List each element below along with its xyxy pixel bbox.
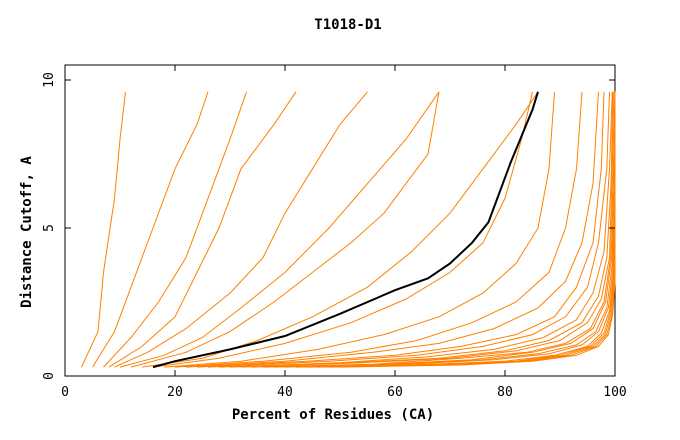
model-curve-22 [295, 91, 616, 368]
model-curve-3 [103, 91, 247, 368]
x-tick-label: 80 [497, 385, 513, 400]
model-curve-17 [240, 91, 615, 368]
model-curve-26 [339, 91, 616, 368]
model-curve-12 [185, 91, 599, 368]
ticks-layer: 0 20 40 60 80 100 0 5 10 [42, 65, 627, 400]
model-curve-11 [174, 91, 583, 368]
y-tick-label: 0 [42, 372, 57, 380]
model-curve-16 [229, 91, 614, 368]
model-curve-24 [317, 91, 616, 368]
model-curve-13 [196, 91, 605, 368]
model-curve-15 [218, 91, 613, 368]
model-curve-4 [108, 91, 297, 368]
model-curve-19 [262, 91, 616, 368]
series-layer [81, 91, 616, 369]
model-curve-10 [163, 91, 555, 368]
model-curve-2 [92, 91, 209, 368]
x-tick-label: 0 [61, 385, 69, 400]
x-tick-label: 100 [603, 385, 626, 400]
x-tick-label: 20 [167, 385, 183, 400]
x-tick-label: 40 [277, 385, 293, 400]
model-curve-9 [152, 91, 533, 368]
x-tick-label: 60 [387, 385, 403, 400]
highlighted-model-curve [152, 91, 539, 369]
chart-title: T1018-D1 [314, 17, 381, 33]
y-tick-label: 10 [42, 72, 57, 88]
model-curve-20 [273, 91, 616, 368]
y-axis-label: Distance Cutoff, A [19, 156, 35, 308]
model-curve-5 [114, 91, 368, 368]
model-curve-6 [119, 91, 440, 368]
y-tick-label: 5 [42, 224, 57, 232]
x-axis-label: Percent of Residues (CA) [232, 407, 434, 423]
model-curve-1 [81, 91, 126, 368]
model-curve-25 [328, 91, 616, 368]
model-curve-18 [251, 91, 616, 368]
model-curve-14 [207, 91, 610, 368]
model-curve-7 [130, 91, 440, 368]
